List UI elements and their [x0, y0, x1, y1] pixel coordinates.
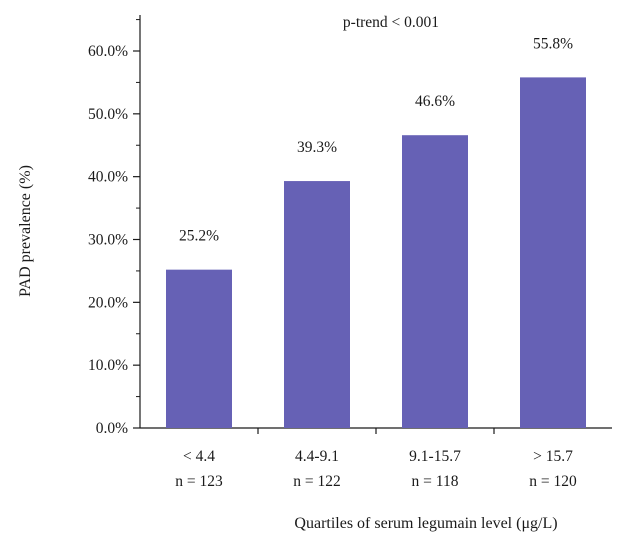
- x-axis: < 4.4 n = 123 4.4-9.1 n = 122 9.1-15.7 n = 11…: [140, 427, 612, 490]
- bar: [520, 77, 586, 428]
- x-axis-title: Quartiles of serum legumain level (μg/L): [294, 515, 557, 532]
- y-tick-label: 10.0%: [88, 357, 128, 374]
- p-trend-annotation: p-trend < 0.001: [343, 14, 439, 31]
- x-category-count: n = 122: [293, 473, 341, 490]
- bars: 25.2% 39.3% 46.6% 55.8%: [166, 35, 586, 429]
- data-label: 39.3%: [297, 139, 337, 156]
- x-category-label: 4.4-9.1: [295, 448, 339, 465]
- bar: [402, 135, 468, 429]
- data-label: 25.2%: [179, 228, 219, 245]
- y-tick-label: 60.0%: [88, 43, 128, 60]
- data-label: 46.6%: [415, 93, 455, 110]
- y-tick-label: 20.0%: [88, 294, 128, 311]
- bar: [284, 181, 350, 428]
- bar: [166, 269, 232, 428]
- x-category-label: 9.1-15.7: [409, 448, 461, 465]
- y-tick-label: 40.0%: [88, 169, 128, 186]
- x-category-label: < 4.4: [183, 448, 215, 465]
- x-category-count: n = 120: [529, 473, 577, 490]
- x-category-label: > 15.7: [533, 448, 573, 465]
- x-category-count: n = 118: [412, 473, 459, 490]
- y-tick-label: 30.0%: [88, 232, 128, 249]
- x-category-count: n = 123: [175, 473, 223, 490]
- y-tick-label: 0.0%: [96, 420, 128, 437]
- y-tick-label: 50.0%: [88, 106, 128, 123]
- y-axis: 0.0% 10.0% 20.0% 30.0% 40.0% 50.0% 60.0%: [88, 15, 141, 437]
- y-axis-title: PAD prevalence (%): [17, 165, 34, 297]
- data-label: 55.8%: [533, 35, 573, 52]
